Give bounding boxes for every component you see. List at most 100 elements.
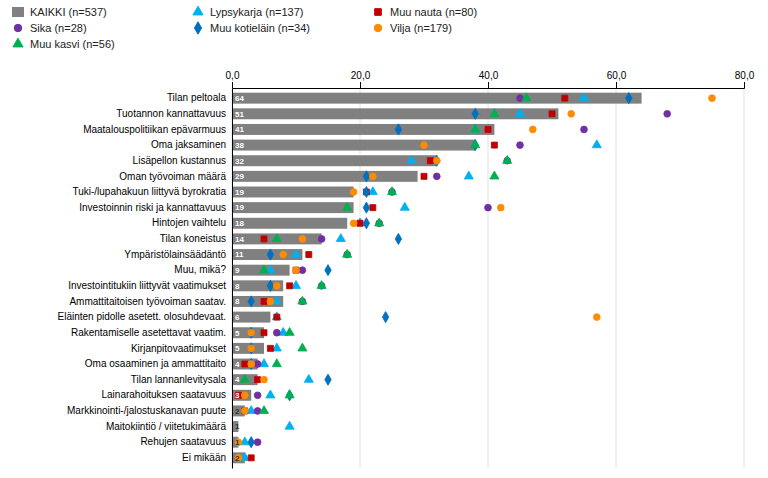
point xyxy=(248,329,255,336)
y-tick-label: Eläinten pidolle asetett. olosuhdevaat. xyxy=(58,311,226,322)
point xyxy=(464,171,473,179)
point xyxy=(274,314,280,320)
plot: 645141383229191918141198865544321120,020… xyxy=(58,70,755,469)
x-tick-mark xyxy=(488,82,489,88)
y-tick: Eläinten pidolle asetett. olosuhdevaat. xyxy=(58,311,232,322)
y-tick: Rakentamiselle asetettavat vaatim. xyxy=(71,327,232,338)
point xyxy=(273,329,280,336)
data-label: 41 xyxy=(235,125,244,134)
y-tick: Kirjanpitovaatimukset xyxy=(131,343,232,354)
point-series xyxy=(235,95,715,461)
point xyxy=(343,202,352,210)
point xyxy=(293,267,300,274)
bar xyxy=(232,108,558,119)
point xyxy=(241,392,248,399)
point xyxy=(325,265,331,276)
data-label: 19 xyxy=(235,188,244,197)
point xyxy=(254,361,261,368)
legend-item: Sika (n=28) xyxy=(14,22,86,34)
y-tick-label: Maitokiintiö / viitetukimäärä xyxy=(106,421,226,432)
point xyxy=(370,205,376,211)
legend-item: Lypsykarja (n=137) xyxy=(193,6,303,18)
point xyxy=(592,140,601,148)
point xyxy=(266,390,275,398)
data-label: 4 xyxy=(235,375,240,384)
point xyxy=(299,267,306,274)
point xyxy=(285,390,294,398)
legend-label: Sika (n=28) xyxy=(30,22,87,34)
data-label: 8 xyxy=(235,282,240,291)
point xyxy=(472,108,478,119)
data-labels: 64514138322919191814119886554432112 xyxy=(235,94,244,463)
point xyxy=(593,314,600,321)
point-series xyxy=(240,93,531,414)
point xyxy=(369,173,376,180)
point xyxy=(287,283,293,289)
legend-item: KAIKKI (n=537) xyxy=(12,6,107,18)
point xyxy=(471,124,480,132)
x-tick: 20,0 xyxy=(351,70,371,88)
point xyxy=(291,249,300,257)
y-tick: Investoinnin riski ja kannattavuus xyxy=(79,202,232,213)
x-tick-mark xyxy=(360,82,361,88)
point xyxy=(568,110,575,117)
point xyxy=(626,93,632,104)
x-tick-mark xyxy=(616,82,617,88)
legend-label: Muu kasvi (n=56) xyxy=(30,38,115,50)
legend-label: KAIKKI (n=537) xyxy=(30,6,107,18)
point xyxy=(261,376,268,383)
point xyxy=(240,374,249,382)
point xyxy=(350,189,357,196)
bar xyxy=(232,93,642,104)
point xyxy=(497,204,504,211)
point-series xyxy=(254,95,670,446)
point xyxy=(273,282,280,289)
point xyxy=(562,95,568,101)
point xyxy=(325,374,331,385)
y-tick: Rehujen saatavuus xyxy=(140,436,232,447)
point xyxy=(261,236,267,242)
bar-series xyxy=(232,93,642,464)
point xyxy=(395,233,401,244)
x-axis: 0,020,040,060,080,0 xyxy=(226,70,755,89)
point xyxy=(248,296,254,307)
point xyxy=(267,249,273,260)
point xyxy=(407,155,416,163)
point xyxy=(485,126,491,132)
data-label: 3 xyxy=(235,391,240,400)
data-label: 38 xyxy=(235,141,244,150)
data-label: 9 xyxy=(235,266,240,275)
point xyxy=(280,251,287,258)
point xyxy=(529,126,536,133)
point xyxy=(285,327,294,335)
legend-item: Muu kasvi (n=56) xyxy=(13,38,115,50)
y-tick-label: Kirjanpitovaatimukset xyxy=(131,343,226,354)
point xyxy=(517,142,524,149)
point xyxy=(664,110,671,117)
bar xyxy=(232,233,322,244)
point xyxy=(254,392,261,399)
x-tick: 80,0 xyxy=(735,70,755,88)
bar xyxy=(232,171,418,182)
data-label: 51 xyxy=(235,110,244,119)
y-tick: Maitokiintiö / viitetukimäärä xyxy=(106,421,232,432)
grid xyxy=(232,88,744,468)
x-tick-label: 20,0 xyxy=(351,70,371,81)
point xyxy=(248,361,255,368)
point xyxy=(434,155,440,166)
point xyxy=(272,312,281,320)
data-label: 2 xyxy=(235,454,240,463)
point xyxy=(261,330,267,336)
point xyxy=(248,343,254,354)
grid-line xyxy=(232,88,233,468)
point xyxy=(471,124,480,132)
data-label: 6 xyxy=(235,313,240,322)
point-series xyxy=(240,93,601,461)
y-tick-label: Rehujen saatavuus xyxy=(140,436,226,447)
point xyxy=(255,377,261,383)
point xyxy=(267,280,273,291)
data-label: 2 xyxy=(235,407,240,416)
bar xyxy=(232,296,283,307)
bar xyxy=(232,327,264,338)
data-label: 32 xyxy=(235,157,244,166)
